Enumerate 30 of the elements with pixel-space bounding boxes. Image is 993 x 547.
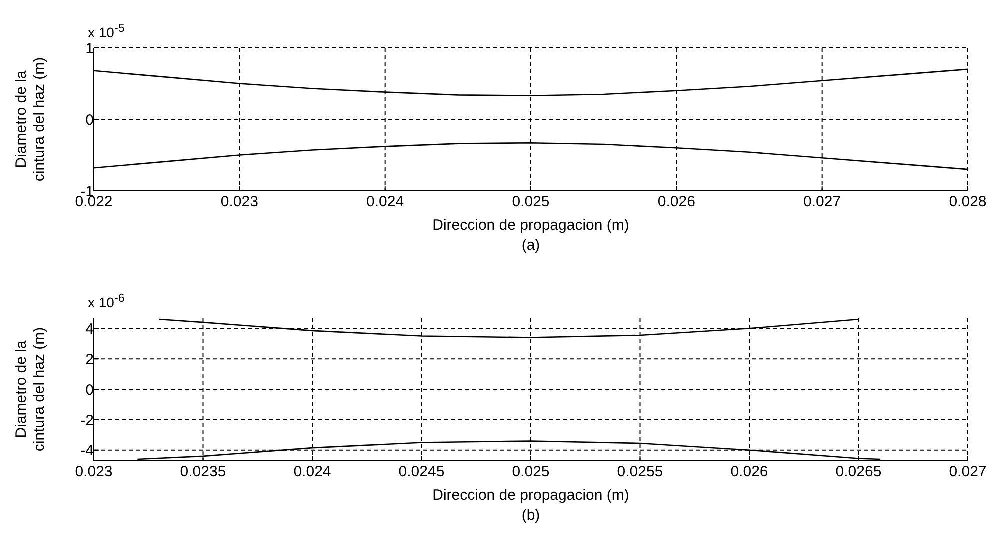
x-tick-label: 0.025	[512, 464, 550, 481]
y-tick-label: 2	[86, 351, 94, 368]
y-tick-label: 1	[86, 40, 94, 58]
x-tick-label: 0.028	[949, 194, 987, 211]
x-tick-label: 0.025	[512, 194, 550, 211]
y-axis-title: Diametro de la cintura del haz (m)	[13, 57, 48, 182]
x-axis-title: Direccion de propagacion (m)	[432, 487, 630, 504]
text: x 10$^{-5}$	[88, 22, 125, 41]
text: x 10$^{-6}$	[88, 292, 125, 311]
x-tick-label: 0.023	[75, 464, 113, 481]
x-tick-label: 0.0265	[836, 464, 882, 481]
y-tick-label: 4	[86, 320, 94, 338]
x-tick-label: 0.027	[804, 194, 842, 211]
x-tick-label: 0.024	[366, 194, 404, 211]
y-tick-label: -2	[80, 412, 94, 430]
x-tick-label: 0.024	[294, 464, 332, 481]
y-tick-label: 0	[86, 382, 94, 399]
text: (b)	[520, 507, 542, 524]
y-tick-label: -4	[80, 442, 94, 460]
x-tick-label: 0.027	[949, 464, 987, 481]
x-tick-label: 0.0255	[617, 464, 664, 481]
text: (a)	[520, 237, 542, 254]
x-tick-label: 0.0245	[398, 464, 445, 481]
y-tick-label: 0	[86, 112, 94, 129]
y-axis-title: Diametro de la cintura del haz (m)	[13, 327, 48, 452]
x-tick-label: 0.026	[658, 194, 696, 211]
x-axis-title: Direccion de propagacion (m)	[432, 217, 630, 234]
x-tick-label: 0.0235	[180, 464, 226, 481]
x-tick-label: 0.026	[730, 464, 768, 481]
x-tick-label: 0.023	[220, 194, 258, 211]
